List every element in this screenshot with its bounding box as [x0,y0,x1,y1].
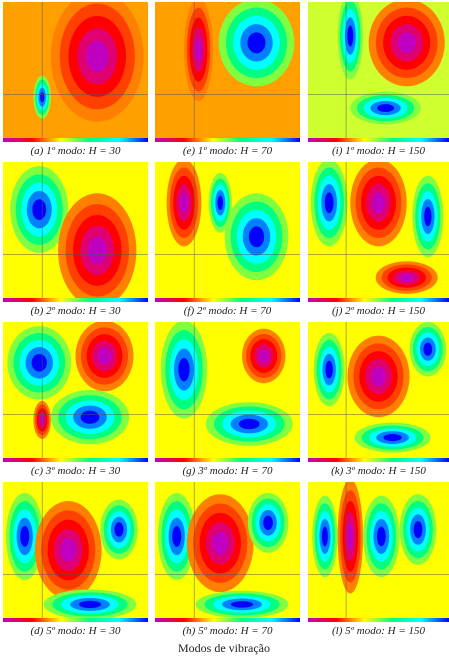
contour-band [263,515,273,530]
contour-band [383,434,402,442]
contour-plot [3,482,148,618]
contour-plot [155,2,300,138]
contour-band [78,600,102,608]
contour-band [423,342,433,356]
panel-caption: (g) 3º modo: H = 70 [183,465,273,477]
colorbar [3,618,148,622]
contour-band [230,601,254,608]
contour-plot [308,322,449,458]
contour-plot [308,162,449,298]
contour-band [324,192,334,214]
contour-band [97,347,112,365]
panel-caption: (b) 2º modo: H = 30 [31,305,121,317]
contour-band [178,357,190,382]
contour-band [258,349,269,363]
contour-band [413,521,423,539]
contour-plot [308,482,449,618]
colorbar [3,138,148,142]
contour-band [32,199,47,221]
panel-caption: (e) 1º modo: H = 70 [183,145,273,157]
panel-caption: (c) 3º modo: H = 30 [31,465,121,477]
contour-band [397,32,416,54]
figure-caption: Modos de vibração [178,641,270,655]
contour-band [377,104,395,112]
contour-band [217,195,224,210]
colorbar [155,458,300,462]
contour-band [325,360,333,379]
panel-caption: (a) 1º modo: H = 30 [31,145,121,157]
contour-plot [155,322,300,458]
colorbar [308,298,449,302]
contour-band [86,40,109,73]
contour-band [248,226,265,248]
contour-band [172,525,182,547]
contour-plot [3,162,148,298]
contour-band [195,37,202,63]
contour-band [347,522,354,551]
panel-caption: (l) 5º modo: H = 150 [332,625,426,637]
contour-band [179,192,189,214]
contour-band [238,418,260,430]
contour-band [60,538,77,562]
contour-band [114,522,124,537]
colorbar [308,138,449,142]
panel-caption: (f) 2º modo: H = 70 [184,305,272,317]
colorbar [308,458,449,462]
contour-plot [155,162,300,298]
contour-plot [3,322,148,458]
contour-band [371,192,386,214]
colorbar [155,618,300,622]
colorbar [155,298,300,302]
contour-band [212,531,229,555]
contour-band [424,206,432,227]
panel-caption: (h) 5º modo: H = 70 [183,625,273,637]
panel-caption: (j) 2º modo: H = 150 [332,305,426,317]
contour-band [321,526,328,547]
contour-band [376,526,386,547]
contour-band [371,366,386,387]
colorbar [308,618,449,622]
contour-band [399,273,415,282]
colorbar [3,458,148,462]
contour-band [247,32,266,54]
panel-caption: (k) 3º modo: H = 150 [331,465,426,477]
contour-band [31,353,47,372]
colorbar [3,298,148,302]
contour-band [80,410,100,424]
contour-band [20,525,30,547]
contour-band [87,236,107,265]
colorbar [155,138,300,142]
contour-plot [3,2,148,138]
panel-caption: (d) 5º modo: H = 30 [31,625,121,637]
contour-band [347,25,354,47]
contour-plot [155,482,300,618]
panel-caption: (i) 1º modo: H = 150 [332,145,426,157]
contour-plot [308,2,449,138]
